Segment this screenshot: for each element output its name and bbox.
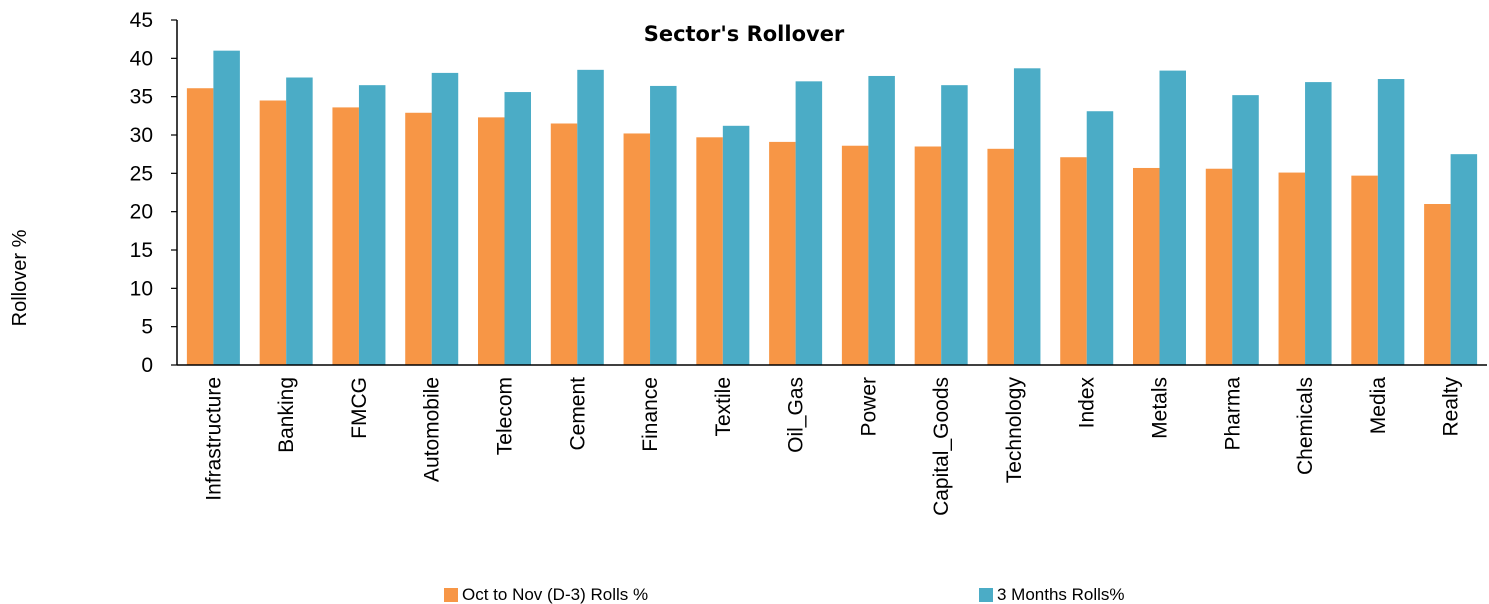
bar-capital-goods-series-1: [941, 85, 968, 366]
bar-index-series-0: [1060, 157, 1087, 365]
legend-swatch-3-months: [979, 588, 993, 602]
bar-capital-goods-series-0: [914, 146, 942, 365]
bar-media-series-0: [1351, 175, 1378, 365]
bar-fmcg-series-0: [332, 107, 359, 366]
bar-finance-series-1: [650, 85, 677, 365]
bar-cement-series-1: [577, 69, 604, 365]
legend-label-3-months: 3 Months Rolls%: [997, 585, 1125, 604]
x-tick-label-oil-gas: Oil_Gas: [785, 377, 808, 453]
bar-power-series-1: [868, 75, 895, 365]
bar-infrastructure-series-0: [186, 88, 214, 365]
bar-automobile-series-1: [431, 72, 459, 366]
chart-title: Sector's Rollover: [644, 22, 845, 46]
legend-label-oct-nov: Oct to Nov (D-3) Rolls %: [462, 585, 648, 604]
y-axis-label: Rollover %: [9, 229, 31, 326]
bar-power-series-0: [841, 145, 869, 365]
x-tick-label-banking: Banking: [275, 377, 298, 453]
y-tick-label-20: 20: [130, 201, 153, 224]
legend: Oct to Nov (D-3) Rolls % 3 Months Rolls%: [444, 585, 1125, 604]
x-tick-label-metals: Metals: [1149, 377, 1172, 439]
x-tick-label-media: Media: [1367, 377, 1390, 435]
bar-fmcg-series-1: [358, 85, 386, 366]
bar-chemicals-series-0: [1278, 172, 1306, 365]
bar-pharma-series-0: [1205, 168, 1233, 365]
x-tick-label-fmcg: FMCG: [348, 377, 371, 439]
bar-oil-gas-series-0: [769, 141, 796, 365]
bar-realty-series-0: [1424, 204, 1451, 365]
x-tick-label-chemicals: Chemicals: [1294, 377, 1317, 475]
y-tick-label-10: 10: [130, 277, 153, 300]
x-tick-label-technology: Technology: [1003, 377, 1026, 484]
x-tick-label-index: Index: [1076, 377, 1099, 429]
bar-index-series-1: [1086, 111, 1114, 365]
legend-swatch-oct-nov: [444, 588, 458, 602]
y-tick-label-15: 15: [130, 239, 153, 262]
x-tick-label-capital-goods: Capital_Goods: [930, 377, 953, 516]
bar-oil-gas-series-1: [795, 81, 823, 365]
x-tick-label-pharma: Pharma: [1221, 377, 1244, 451]
x-tick-label-telecom: Telecom: [494, 377, 517, 455]
bar-media-series-1: [1377, 79, 1405, 366]
bar-metals-series-1: [1159, 70, 1186, 365]
bar-pharma-series-1: [1232, 95, 1259, 365]
bar-banking-series-0: [259, 100, 287, 365]
x-tick-label-finance: Finance: [639, 377, 662, 452]
x-tick-label-cement: Cement: [566, 377, 589, 451]
x-tick-label-textile: Textile: [712, 377, 735, 437]
y-tick-label-25: 25: [130, 162, 153, 185]
bar-infrastructure-series-1: [213, 50, 240, 366]
y-tick-label-30: 30: [130, 124, 153, 147]
axis-lines: [176, 20, 1487, 366]
bar-metals-series-0: [1133, 167, 1160, 365]
bar-realty-series-1: [1450, 154, 1478, 365]
bar-banking-series-1: [286, 77, 313, 365]
y-tick-label-0: 0: [141, 354, 153, 377]
bar-technology-series-1: [1013, 68, 1041, 366]
x-tick-label-power: Power: [857, 377, 880, 437]
x-tick-label-realty: Realty: [1440, 377, 1463, 437]
y-tick-label-35: 35: [130, 86, 153, 109]
bar-automobile-series-0: [405, 112, 432, 366]
y-axis: 0 5 10 15 20 25 30 35 40 45: [130, 9, 177, 377]
x-tick-label-infrastructure: Infrastructure: [202, 377, 225, 501]
bar-telecom-series-1: [504, 92, 531, 366]
bar-cement-series-0: [550, 123, 578, 365]
bar-telecom-series-0: [478, 117, 505, 365]
y-tick-label-45: 45: [130, 9, 153, 32]
bar-chemicals-series-1: [1305, 82, 1332, 365]
bar-textile-series-0: [696, 137, 723, 365]
y-tick-label-40: 40: [130, 47, 153, 70]
bar-series: [186, 50, 1478, 366]
x-axis: Infrastructure Banking FMCG Automobile Telec…: [202, 377, 1462, 516]
bar-technology-series-0: [987, 148, 1014, 365]
y-tick-label-5: 5: [141, 316, 153, 339]
x-tick-label-automobile: Automobile: [421, 377, 444, 482]
bar-textile-series-1: [722, 125, 750, 365]
bar-finance-series-0: [623, 133, 651, 365]
